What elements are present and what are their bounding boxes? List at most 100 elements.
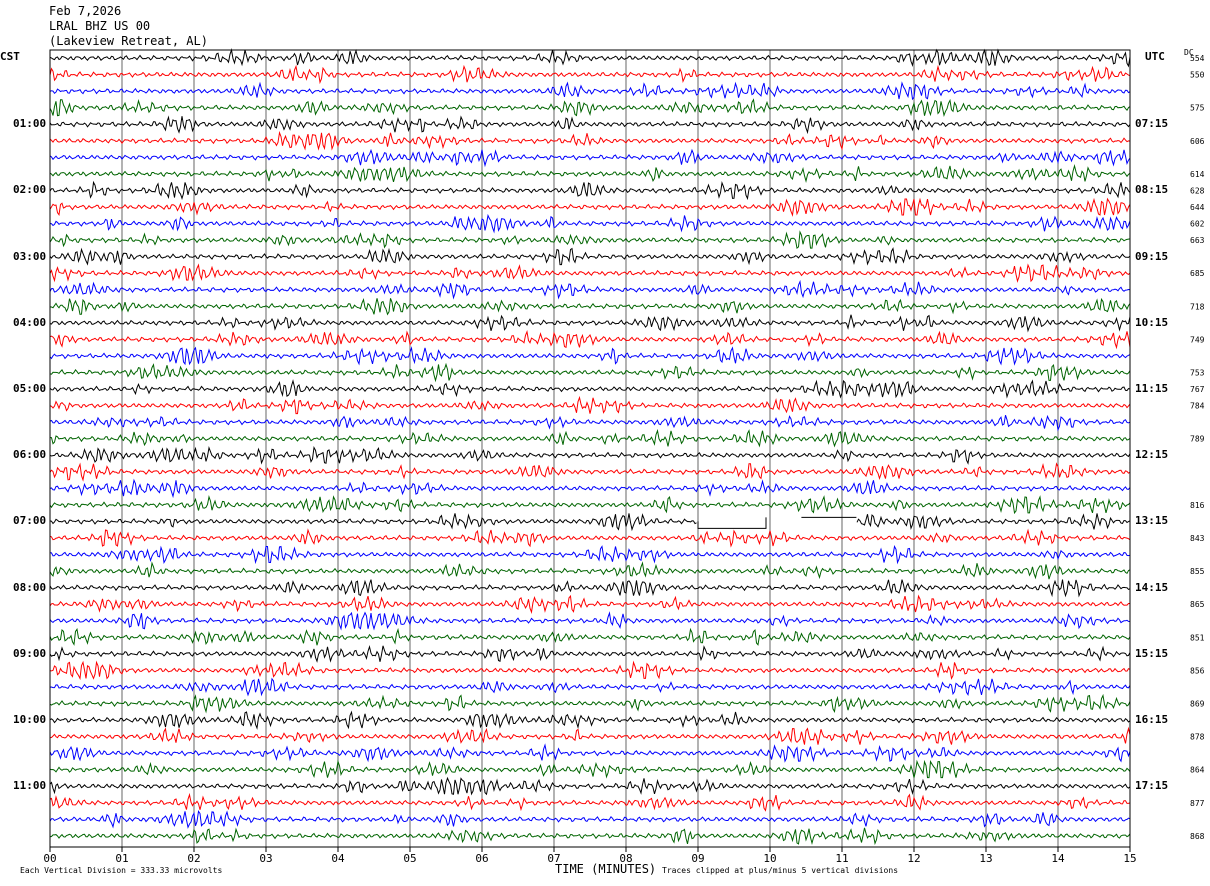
- dc-label: DC: [1184, 48, 1194, 57]
- left-hour-label: 11:00: [13, 779, 47, 793]
- seismic-trace: [49, 809, 1131, 829]
- dc-offset-label: 843: [1190, 534, 1205, 543]
- seismic-trace: [49, 197, 1131, 217]
- dc-offset-label: 628: [1190, 186, 1205, 195]
- dc-offset-label: 855: [1190, 567, 1205, 576]
- x-tick-label: 01: [115, 852, 128, 865]
- seismic-trace: [49, 279, 1131, 300]
- dc-offset-labels: 554 550 575 606 614 628 644 602 663 685 718 749 753 7…: [1190, 54, 1205, 841]
- dc-offset-label: 644: [1190, 203, 1205, 212]
- seismic-trace: [49, 644, 1131, 663]
- x-tick-label: 05: [403, 852, 416, 865]
- dc-offset-label: 749: [1190, 335, 1205, 344]
- x-tick-label: 09: [691, 852, 704, 865]
- right-hour-label: 09:15: [1135, 249, 1169, 263]
- x-tick-label: 07: [547, 852, 560, 865]
- seismic-trace: [49, 776, 1131, 796]
- header-location: (Lakeview Retreat, AL): [49, 34, 208, 48]
- seismic-trace: [49, 710, 1131, 730]
- seismic-trace: [49, 230, 1131, 250]
- left-hour-label: 06:00: [13, 448, 47, 462]
- dc-offset-label: 784: [1190, 402, 1205, 411]
- header-station: LRAL BHZ US 00: [49, 19, 151, 33]
- seismic-trace: [49, 478, 1131, 499]
- clip-note: Traces clipped at plus/minus 5 vertical …: [662, 866, 899, 875]
- seismic-trace: [49, 213, 1131, 234]
- seismic-trace: [49, 627, 1131, 646]
- seismic-trace: [49, 346, 1131, 366]
- chart-grid: [121, 50, 1059, 847]
- seismic-trace: [49, 660, 1131, 681]
- right-hour-label: 13:15: [1135, 514, 1169, 528]
- right-hour-label: 16:15: [1135, 713, 1169, 726]
- seismic-trace: [49, 297, 1131, 316]
- right-hour-label: 17:15: [1135, 779, 1169, 793]
- seismic-trace: [49, 743, 1131, 763]
- seismic-trace: [49, 330, 1131, 350]
- x-tick-label: 11: [835, 852, 848, 865]
- data-gap-marker: [697, 516, 857, 529]
- scale-note: Each Vertical Division = 333.33 microvol…: [20, 866, 223, 875]
- seismic-trace: [49, 693, 1131, 714]
- x-tick-label: 12: [907, 852, 920, 865]
- seismic-trace: [49, 462, 1131, 482]
- left-hour-label: 04:00: [13, 315, 47, 329]
- plot-border: [49, 49, 1131, 848]
- left-hour-label: 10:00: [13, 713, 47, 726]
- x-axis-label: TIME (MINUTES): [555, 862, 657, 876]
- seismic-trace: [49, 115, 1131, 135]
- dc-offset-label: 575: [1190, 104, 1205, 113]
- x-tick-label: 00: [43, 852, 56, 865]
- seismic-trace: [49, 445, 1131, 465]
- right-hour-label: 14:15: [1135, 580, 1169, 594]
- seismic-trace: [49, 611, 1131, 631]
- seismic-trace: [49, 81, 1131, 101]
- dc-offset-label: 685: [1190, 269, 1205, 278]
- seismic-trace: [49, 792, 1131, 812]
- dc-offset-label: 789: [1190, 435, 1205, 444]
- seismic-trace: [49, 759, 1131, 779]
- x-tick-label: 14: [1051, 852, 1065, 865]
- dc-offset-label: 869: [1190, 699, 1205, 708]
- x-tick-label: 08: [619, 852, 632, 865]
- seismic-trace: [49, 561, 1131, 580]
- seismic-trace: [49, 594, 1130, 615]
- right-hour-label: 08:15: [1135, 183, 1169, 197]
- dc-offset-label: 753: [1190, 368, 1205, 377]
- x-tick-label: 15: [1123, 852, 1136, 865]
- seismic-trace: [49, 395, 1131, 415]
- x-tick-label: 02: [187, 852, 200, 865]
- dc-offset-label: 856: [1190, 666, 1205, 675]
- seismic-trace: [49, 64, 1131, 85]
- dc-offset-label: 865: [1190, 600, 1205, 609]
- seismic-trace: [49, 362, 1131, 383]
- left-hour-label: 02:00: [13, 183, 47, 197]
- right-hour-label: 10:15: [1135, 315, 1169, 329]
- trace-group: [49, 48, 1131, 846]
- seismic-trace: [49, 544, 1131, 565]
- header-date: Feb 7,2026: [49, 4, 122, 18]
- right-axis-label: UTC: [1145, 50, 1165, 63]
- seismic-trace: [49, 247, 1131, 266]
- dc-offset-label: 851: [1190, 633, 1205, 642]
- seismic-trace: [49, 528, 1131, 548]
- seismic-trace: [49, 726, 1131, 745]
- x-tick-label: 06: [475, 852, 488, 865]
- dc-offset-label: 864: [1190, 766, 1205, 775]
- left-axis-label: CST: [0, 50, 20, 63]
- x-tick-label: 04: [331, 852, 345, 865]
- right-hour-label: 15:15: [1135, 646, 1169, 660]
- dc-offset-label: 878: [1190, 733, 1205, 742]
- seismic-trace: [49, 579, 1131, 598]
- seismic-trace: [49, 163, 1131, 183]
- x-axis-ticks: 00 01 02 03 04 05 06 07 08 09 10 11 12 13 14 15: [43, 847, 1137, 865]
- left-hour-label: 05:00: [13, 382, 47, 395]
- seismic-trace: [49, 263, 1131, 283]
- left-hour-label: 07:00: [13, 514, 47, 528]
- left-hour-label: 08:00: [13, 580, 47, 594]
- seismic-trace: [50, 428, 1131, 448]
- seismic-trace: [49, 827, 1131, 846]
- x-tick-label: 13: [979, 852, 992, 865]
- seismic-trace: [49, 513, 1131, 532]
